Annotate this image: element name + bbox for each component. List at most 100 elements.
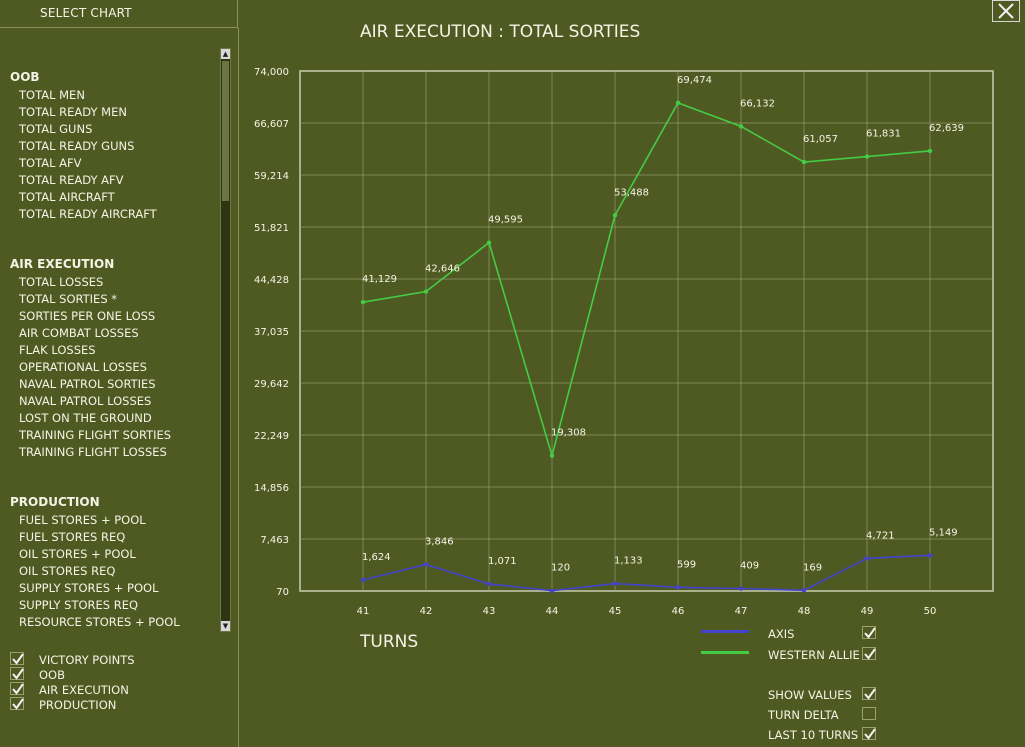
data-label: 1,071 [488,556,517,567]
data-point [738,586,744,591]
scroll-up-button[interactable]: ▲ [221,49,230,59]
chart-option-item[interactable]: OIL STORES REQ [19,564,116,578]
y-tick-label: 29,642 [254,379,289,390]
data-point [486,240,492,245]
data-label: 3,846 [425,536,454,547]
legend-label: WESTERN ALLIES [768,648,860,662]
chart-option-item[interactable]: FUEL STORES REQ [19,530,126,544]
check-icon [864,728,876,740]
data-label: 169 [803,562,822,573]
data-label: 69,474 [677,75,712,86]
close-button[interactable] [992,0,1020,22]
check-icon [12,653,24,665]
data-label: 120 [551,563,570,574]
x-axis-label: TURNS [360,632,419,652]
data-label: 49,595 [488,215,523,226]
y-tick-label: 51,821 [254,223,289,234]
chart-option-item[interactable]: TOTAL READY MEN [19,105,127,119]
x-tick-label: 45 [609,606,622,617]
data-label: 4,721 [866,530,895,541]
data-label: 61,057 [803,134,838,145]
data-point [360,577,366,583]
data-label: 1,133 [614,556,643,567]
filter-checkbox[interactable] [10,682,24,695]
filter-row: OOB [10,667,210,682]
x-tick-label: 48 [798,606,811,617]
data-label: 61,831 [866,129,901,140]
chart-option-item[interactable]: TOTAL AFV [19,156,82,170]
filter-row: AIR EXECUTION [10,682,210,697]
close-icon [998,3,1014,19]
check-icon [12,668,24,680]
data-point [864,556,870,561]
select-chart-header: SELECT CHART [0,0,238,28]
data-point [423,562,429,567]
filter-checkbox[interactable] [10,667,24,680]
chart-option-item[interactable]: OPERATIONAL LOSSES [19,360,147,374]
data-point [927,553,933,558]
legend-swatch [701,630,749,633]
check-icon [864,688,876,700]
data-label: 41,129 [362,274,397,285]
chart-option-item[interactable]: TOTAL READY GUNS [19,139,135,153]
scroll-down-button[interactable]: ▼ [221,621,230,631]
data-label: 5,149 [929,527,958,538]
data-point [801,588,807,593]
chart-list: OOB TOTAL MEN TOTAL READY MEN TOTAL GUNS TOT… [0,48,220,632]
option-checkbox[interactable] [862,687,876,700]
chart-option-item[interactable]: TOTAL READY AFV [19,173,124,187]
left-panel-divider [238,28,239,747]
y-tick-label: 44,428 [254,275,289,286]
filter-checkbox[interactable] [10,652,24,665]
chart-option-item[interactable]: RESOURCE STORES + POOL [19,615,180,629]
y-tick-label: 70 [276,587,289,598]
series-line [362,101,931,459]
option-checkbox[interactable] [862,727,876,740]
chart-option-item[interactable]: TOTAL SORTIES * [19,292,118,306]
chart-option-item[interactable]: FUEL STORES + POOL [19,513,146,527]
chart-option-item[interactable]: OIL STORES + POOL [19,547,136,561]
legend-series-checkbox[interactable] [862,626,876,639]
data-label: 1,624 [362,552,391,563]
chart-group-title: OOB [10,70,40,84]
x-tick-label: 50 [924,606,937,617]
y-tick-label: 7,463 [260,535,289,546]
data-point [801,159,807,165]
x-tick-label: 41 [357,606,370,617]
chart-option-item[interactable]: LOST ON THE GROUND [19,411,152,425]
data-label: 19,308 [551,428,586,439]
chart-option-item[interactable]: TOTAL MEN [19,88,85,102]
x-tick-label: 44 [546,606,559,617]
data-point [675,100,681,106]
check-icon [864,648,876,660]
data-point [927,148,933,154]
chart-option-item[interactable]: TRAINING FLIGHT SORTIES [19,428,172,442]
y-tick-label: 22,249 [254,431,289,442]
chart-option-item[interactable]: FLAK LOSSES [19,343,96,357]
y-tick-label: 59,214 [254,171,289,182]
data-label: 66,132 [740,98,775,109]
chart-list-scrollbar[interactable]: ▲ ▼ [220,48,231,632]
x-tick-label: 42 [420,606,433,617]
x-tick-label: 49 [861,606,874,617]
chart-option-item[interactable]: SUPPLY STORES + POOL [19,581,159,595]
chart-option-item[interactable]: TOTAL AIRCRAFT [19,190,115,204]
chart-option-item[interactable]: SORTIES PER ONE LOSS [19,309,156,323]
filter-label: VICTORY POINTS [39,653,135,667]
chart-option-item[interactable]: TRAINING FLIGHT LOSSES [19,445,167,459]
chart-option-item[interactable]: TOTAL LOSSES [19,275,104,289]
chart-option-item[interactable]: TOTAL GUNS [19,122,93,136]
data-label: 62,639 [929,123,964,134]
chart-option-item[interactable]: NAVAL PATROL LOSSES [19,394,152,408]
legend-label: AXIS [768,627,795,641]
chart-option-item[interactable]: TOTAL READY AIRCRAFT [19,207,157,221]
chart-option-item[interactable]: NAVAL PATROL SORTIES [19,377,156,391]
option-checkbox[interactable] [862,707,876,720]
legend-series-checkbox[interactable] [862,647,876,660]
scroll-thumb[interactable] [222,61,229,201]
check-icon [12,683,24,695]
chart-option-item[interactable]: SUPPLY STORES REQ [19,598,139,612]
filter-checkbox[interactable] [10,697,24,710]
chart-option-item[interactable]: AIR COMBAT LOSSES [19,326,139,340]
y-tick-label: 37,035 [254,327,289,338]
